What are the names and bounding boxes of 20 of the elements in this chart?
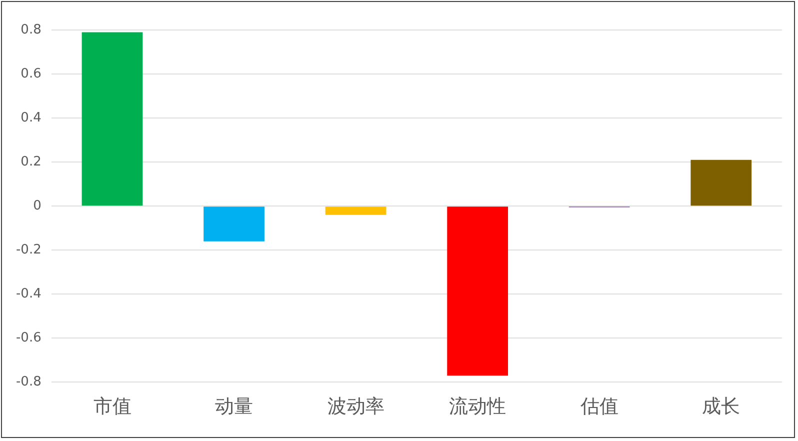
x-tick-label: 波动率	[327, 396, 384, 418]
y-tick-label: -0.8	[16, 374, 42, 390]
x-tick-label: 估值	[579, 396, 618, 418]
bar	[325, 206, 386, 215]
bar	[82, 32, 143, 206]
y-tick-label: 0.6	[20, 66, 42, 82]
bar	[447, 206, 508, 376]
y-tick-label: -0.4	[16, 286, 42, 302]
x-tick-label: 动量	[215, 396, 254, 418]
y-tick-label: 0	[33, 198, 42, 214]
y-tick-label: 0.2	[20, 154, 42, 170]
y-tick-label: -0.6	[16, 330, 42, 346]
x-tick-label: 成长	[702, 396, 740, 418]
y-tick-label: 0.8	[20, 22, 42, 38]
bar	[690, 160, 752, 206]
y-tick-label: 0.4	[20, 110, 42, 126]
x-tick-label: 流动性	[449, 396, 506, 418]
y-tick-label: -0.2	[16, 242, 42, 258]
bar	[204, 206, 264, 242]
x-tick-label: 市值	[93, 396, 132, 418]
